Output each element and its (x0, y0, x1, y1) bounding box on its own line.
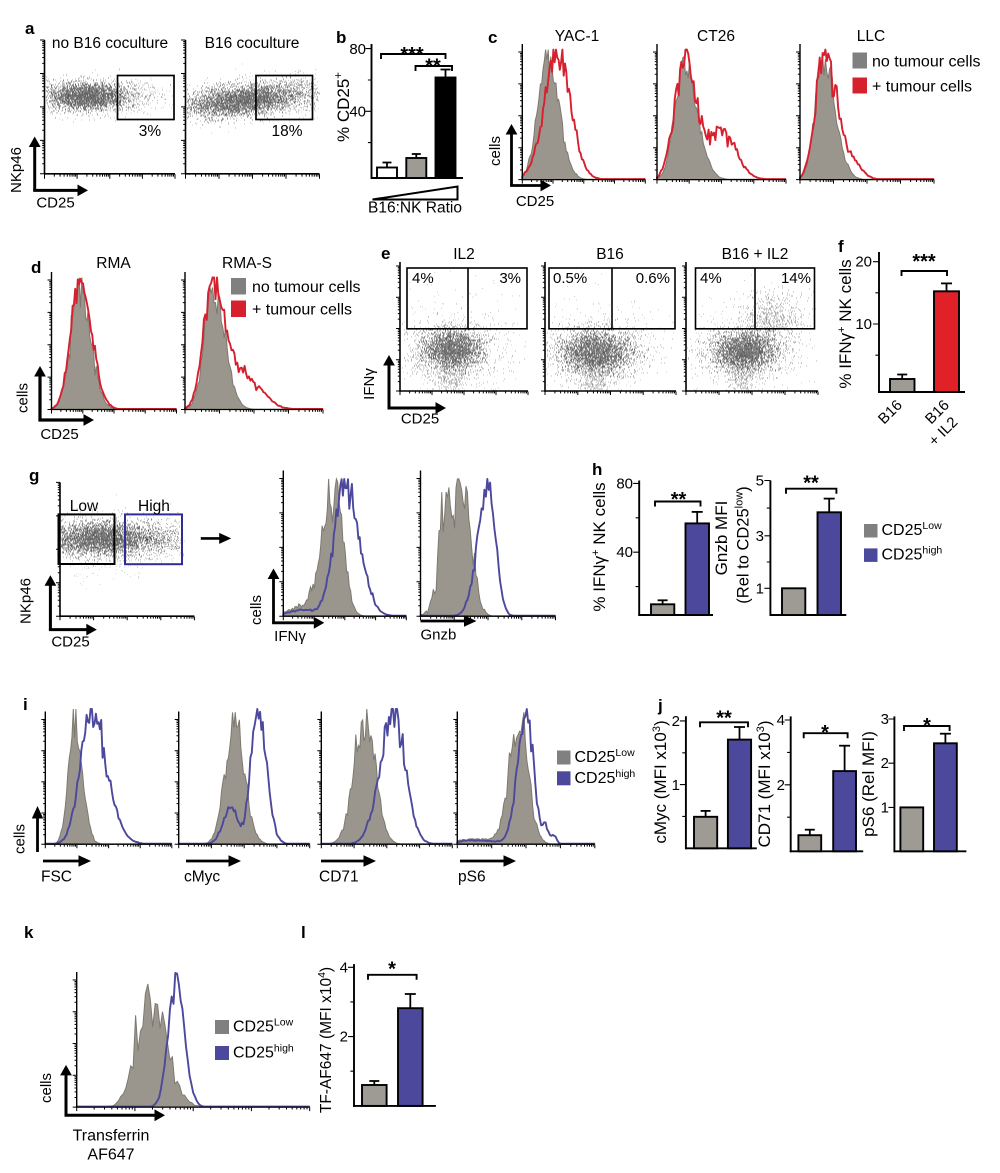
svg-text:B16 + IL2: B16 + IL2 (722, 246, 789, 263)
svg-text:g: g (29, 466, 39, 485)
svg-text:0.6%: 0.6% (636, 270, 670, 287)
svg-text:3: 3 (756, 528, 764, 545)
svg-text:CD25: CD25 (516, 193, 554, 210)
svg-text:d: d (31, 258, 41, 277)
svg-text:3: 3 (881, 711, 889, 728)
svg-text:cMyc: cMyc (184, 869, 220, 886)
svg-text:cells: cells (38, 1073, 55, 1103)
svg-text:a: a (25, 19, 35, 38)
svg-text:2: 2 (881, 755, 889, 772)
svg-text:% CD25+: % CD25+ (333, 72, 353, 142)
svg-text:18%: 18% (271, 123, 302, 140)
svg-text:40: 40 (616, 544, 633, 561)
svg-text:+ tumour cells: + tumour cells (872, 79, 972, 96)
svg-text:cells: cells (15, 383, 32, 413)
svg-text:RMA-S: RMA-S (222, 255, 272, 272)
svg-text:cells: cells (248, 595, 265, 625)
svg-text:YAC-1: YAC-1 (555, 28, 600, 45)
svg-text:*: * (821, 722, 829, 744)
svg-text:CD71: CD71 (319, 869, 359, 886)
svg-text:5: 5 (756, 473, 764, 490)
svg-text:***: *** (912, 251, 936, 273)
svg-text:h: h (592, 460, 602, 479)
svg-text:2: 2 (777, 777, 785, 794)
svg-text:4%: 4% (412, 270, 434, 287)
svg-text:(Rel to CD25low): (Rel to CD25low) (734, 486, 753, 603)
svg-text:cMyc (MFI x103): cMyc (MFI x103) (651, 720, 670, 843)
svg-text:IFNγ: IFNγ (274, 628, 306, 645)
svg-text:c: c (488, 28, 497, 47)
svg-text:High: High (138, 498, 170, 515)
svg-text:NKp46: NKp46 (8, 147, 25, 193)
svg-text:b: b (336, 28, 346, 47)
svg-text:k: k (24, 923, 34, 942)
svg-text:CD25: CD25 (36, 195, 74, 212)
svg-text:% IFNγ+ NK cells: % IFNγ+ NK cells (836, 259, 855, 388)
svg-text:Transferrin: Transferrin (73, 1128, 150, 1145)
svg-text:l: l (301, 923, 306, 942)
svg-text:*: * (923, 715, 931, 737)
svg-text:**: ** (425, 56, 441, 78)
svg-text:**: ** (803, 473, 819, 495)
svg-text:B16: B16 (596, 246, 624, 263)
svg-text:Gnzb: Gnzb (421, 627, 457, 644)
svg-text:2: 2 (672, 713, 680, 730)
svg-text:1: 1 (881, 799, 889, 816)
svg-text:4%: 4% (700, 270, 722, 287)
svg-text:FSC: FSC (41, 869, 72, 886)
svg-text:i: i (23, 695, 28, 714)
svg-text:no tumour cells: no tumour cells (872, 54, 981, 71)
svg-text:CD25: CD25 (401, 411, 439, 428)
svg-text:3%: 3% (499, 270, 521, 287)
svg-text:Gnzb MFI: Gnzb MFI (712, 501, 731, 576)
svg-text:3%: 3% (139, 123, 162, 140)
svg-text:CT26: CT26 (697, 28, 735, 45)
svg-text:no B16 coculture: no B16 coculture (52, 35, 168, 52)
svg-text:1: 1 (672, 777, 680, 794)
svg-text:B16 coculture: B16 coculture (205, 35, 300, 52)
svg-text:CD71 (MFI x103): CD71 (MFI x103) (755, 720, 774, 847)
svg-text:4: 4 (340, 959, 348, 976)
svg-text:IFNγ: IFNγ (361, 368, 378, 400)
svg-text:pS6: pS6 (458, 869, 486, 886)
svg-text:4: 4 (777, 712, 785, 729)
svg-text:2: 2 (340, 1029, 348, 1046)
svg-text:+ tumour cells: + tumour cells (252, 302, 352, 319)
svg-text:pS6 (Rel MFI): pS6 (Rel MFI) (859, 731, 878, 837)
svg-text:RMA: RMA (96, 255, 131, 272)
svg-text:20: 20 (855, 254, 872, 271)
svg-text:CD25: CD25 (51, 634, 89, 651)
svg-text:TF-AF647 (MFI x104): TF-AF647 (MFI x104) (316, 967, 335, 1113)
svg-text:14%: 14% (781, 270, 811, 287)
svg-text:AF647: AF647 (87, 1146, 134, 1163)
svg-text:e: e (381, 244, 390, 263)
svg-text:Low: Low (70, 498, 99, 515)
svg-text:j: j (657, 696, 663, 715)
svg-text:IL2: IL2 (453, 246, 475, 263)
svg-text:***: *** (400, 44, 424, 66)
svg-text:10: 10 (855, 316, 872, 333)
svg-text:% IFNγ+ NK cells: % IFNγ+ NK cells (590, 482, 609, 611)
svg-text:cells: cells (12, 824, 29, 854)
svg-text:cells: cells (487, 136, 504, 166)
svg-text:LLC: LLC (857, 28, 885, 45)
svg-text:1: 1 (756, 580, 764, 597)
svg-text:B16:NK Ratio: B16:NK Ratio (368, 200, 462, 217)
svg-text:NKp46: NKp46 (18, 578, 35, 624)
svg-text:80: 80 (349, 41, 366, 58)
svg-text:*: * (388, 959, 396, 981)
svg-text:**: ** (716, 708, 732, 730)
svg-text:80: 80 (616, 475, 633, 492)
svg-text:0.5%: 0.5% (553, 270, 587, 287)
svg-text:**: ** (671, 489, 687, 511)
svg-text:CD25: CD25 (40, 426, 78, 443)
svg-text:40: 40 (349, 104, 366, 121)
svg-text:f: f (838, 237, 844, 256)
svg-text:no tumour cells: no tumour cells (252, 279, 361, 296)
